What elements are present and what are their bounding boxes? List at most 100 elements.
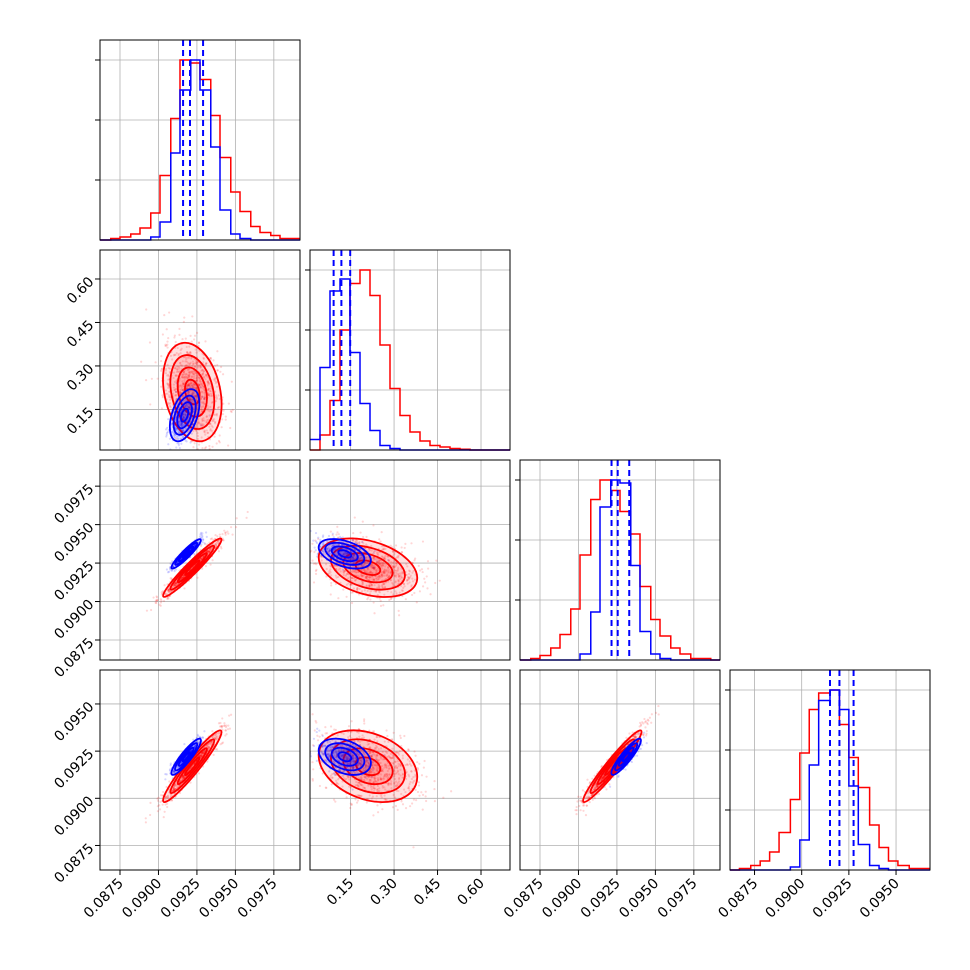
scatter-point — [172, 788, 175, 791]
scatter-point — [184, 439, 187, 442]
scatter-point — [216, 541, 219, 544]
scatter-point — [371, 564, 375, 567]
scatter-point — [201, 424, 204, 427]
scatter-point — [150, 377, 153, 380]
scatter-point — [224, 415, 227, 418]
scatter-point — [188, 383, 191, 386]
scatter-point — [197, 341, 201, 344]
scatter-point — [173, 353, 176, 356]
scatter-point — [379, 599, 382, 602]
scatter-point — [210, 401, 214, 404]
scatter-point — [203, 447, 207, 450]
scatter-point — [165, 568, 169, 571]
scatter-point — [392, 565, 396, 568]
panel-frame — [309, 459, 511, 661]
scatter-point — [391, 550, 394, 553]
scatter-point — [378, 558, 381, 562]
scatter-point — [166, 805, 169, 809]
scatter-point — [169, 406, 172, 409]
scatter-point — [224, 418, 227, 421]
scatter-point — [376, 593, 379, 597]
scatter-point — [195, 361, 199, 364]
scatter-point — [206, 549, 210, 552]
scatter-point — [389, 544, 392, 547]
scatter-point — [173, 336, 176, 339]
scatter-point — [191, 386, 194, 389]
scatter-point — [152, 596, 155, 599]
scatter-point — [218, 397, 221, 401]
scatter-point — [332, 548, 335, 552]
scatter-point — [209, 405, 212, 409]
scatter-point — [193, 395, 196, 398]
scatter-point — [390, 597, 393, 600]
scatter-point — [165, 435, 168, 438]
scatter-point — [387, 566, 390, 569]
scatter-point — [394, 574, 398, 577]
scatter-point — [371, 566, 375, 569]
scatter-point — [166, 382, 169, 385]
scatter-point — [179, 388, 182, 392]
scatter-point — [327, 534, 331, 538]
scatter-point — [363, 589, 366, 592]
scatter-point — [207, 393, 210, 397]
scatter-point — [215, 542, 218, 545]
scatter-point — [161, 367, 164, 370]
scatter-point — [186, 384, 189, 387]
scatter-point — [223, 724, 226, 728]
scatter-point — [224, 453, 226, 455]
scatter-point — [214, 534, 217, 537]
scatter-point — [203, 430, 206, 433]
scatter-point — [198, 384, 201, 387]
scatter-point — [186, 391, 189, 394]
scatter-point — [199, 380, 202, 383]
scatter-point — [184, 404, 187, 408]
scatter-point — [191, 384, 194, 387]
scatter-point — [182, 373, 186, 376]
scatter-point — [197, 420, 200, 423]
scatter-point — [185, 364, 188, 367]
scatter-point — [196, 366, 200, 369]
scatter-point — [372, 578, 376, 581]
scatter-point — [351, 557, 354, 560]
scatter-point — [181, 415, 184, 419]
scatter-point — [373, 584, 376, 587]
scatter-point — [366, 575, 369, 578]
scatter-point — [187, 362, 190, 365]
scatter-point — [211, 740, 214, 743]
scatter-point — [168, 404, 172, 407]
scatter-point — [180, 424, 183, 427]
scatter-point — [200, 436, 203, 439]
scatter-point — [170, 569, 173, 572]
scatter-point — [204, 362, 208, 365]
scatter-point — [180, 424, 184, 428]
scatter-point — [395, 575, 398, 578]
scatter-point — [371, 563, 374, 566]
scatter-point — [206, 549, 209, 552]
scatter-point — [174, 582, 177, 585]
scatter-point — [201, 447, 204, 450]
scatter-point — [358, 542, 361, 546]
scatter-point — [144, 821, 147, 824]
scatter-point — [188, 384, 191, 387]
scatter-point — [145, 609, 149, 612]
scatter-point — [181, 775, 185, 778]
scatter-point — [207, 407, 210, 410]
scatter-point — [172, 454, 174, 456]
scatter-point — [382, 572, 385, 575]
scatter-point — [384, 572, 387, 575]
scatter-point — [186, 405, 190, 408]
scatter-point — [377, 575, 380, 578]
scatter-point — [165, 431, 169, 435]
scatter-point — [331, 545, 334, 548]
scatter-point — [209, 563, 212, 566]
scatter-point — [182, 418, 186, 421]
scatter-point — [411, 577, 414, 580]
scatter-point — [182, 776, 185, 779]
scatter-point — [381, 583, 384, 586]
scatter-point — [207, 746, 210, 749]
scatter-point — [187, 375, 190, 378]
scatter-point — [337, 597, 340, 600]
scatter-point — [360, 574, 363, 577]
scatter-point — [187, 352, 190, 355]
scatter-point — [207, 409, 210, 412]
